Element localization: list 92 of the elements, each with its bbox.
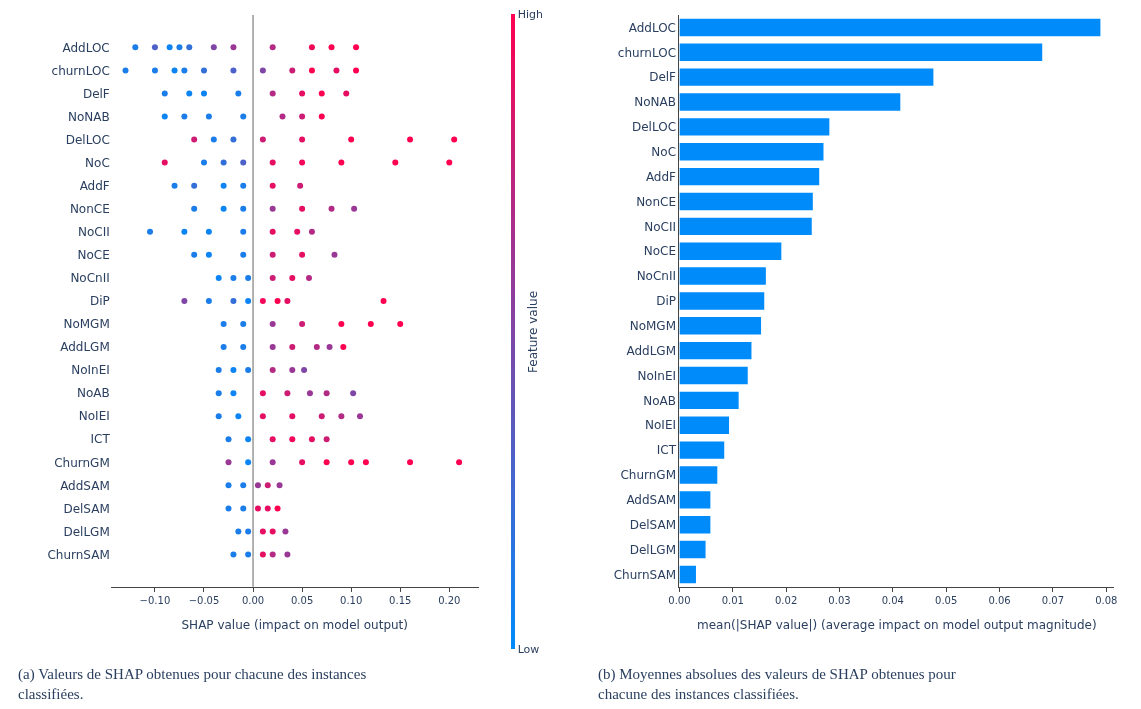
y-tick-label: AddLOC [62,40,110,55]
y-tick-label: ChurnSAM [613,567,677,582]
x-tick-label: 0.05 [935,594,958,606]
y-tick-label: NoCE [77,248,110,263]
x-tick-label: −0.05 [188,594,220,606]
y-tick-label: churnLOC [51,63,110,78]
y-tick-label: NonCE [69,201,110,216]
y-tick-label: AddLOC [628,20,677,35]
y-tick-label: NoCII [77,224,110,239]
y-tick-label: AddF [645,169,677,184]
x-axis-title: mean(|SHAP value|) (average impact on model output magnitude) [697,617,1097,632]
x-axis-title: SHAP value (impact on model output) [181,617,408,632]
y-tick-label: DelLGM [629,542,677,557]
text: (b) Moyennes absolues des valeurs de SHAP obtenues pour chacune des instances classifiées. [598,666,956,702]
bar [679,43,1043,61]
bar [679,416,730,434]
bar [679,317,762,335]
y-tick-label: ChurnSAM [47,547,110,562]
y-tick-label: AddLGM [60,340,110,355]
y-tick-label: AddSAM [626,493,677,508]
y-tick-label: DelSAM [629,517,677,532]
y-tick-label: NoCnII [636,269,677,284]
bar [679,565,696,584]
x-tick-label: 0.00 [668,594,691,606]
bar [679,192,813,211]
y-tick-label: ChurnGM [620,468,677,483]
x-tick-label: 0.15 [389,594,412,606]
y-tick-label: NoNAB [68,109,110,124]
y-tick-label: DelF [82,86,110,101]
color-bar-label: High [517,8,544,22]
x-tick-label: 0.02 [775,594,798,606]
x-tick-label: 0.08 [1095,594,1118,606]
bar [679,93,901,111]
x-tick-label: 0.07 [1041,594,1065,606]
x-tick-label: 0.20 [438,594,461,606]
y-tick-label: NoInEI [71,363,110,378]
y-tick-label: ICT [656,443,677,458]
y-tick-label: AddSAM [60,478,110,493]
bar [679,217,812,236]
y-tick-label: NoC [651,144,677,159]
y-tick-label: NoCE [643,244,677,259]
y-tick-label: DiP [656,294,677,309]
y-tick-label: DelLGM [63,524,110,539]
y-tick-label: churnLOC [617,45,677,60]
y-tick-label: NoMGM [629,319,677,333]
color-bar-title: Feature value [526,290,541,373]
x-tick-label: −0.10 [139,594,171,606]
bar [679,167,820,186]
y-tick-label: NoInEI [637,368,677,383]
y-tick-label: NoAB [643,393,677,408]
bar [679,341,752,360]
x-tick-label: 0.05 [290,594,314,606]
y-tick-label: NoIEI [78,409,110,424]
bar [679,366,748,385]
y-tick-label: DelSAM [63,501,110,516]
bar [679,441,725,459]
y-tick-label: NonCE [636,194,677,209]
y-tick-label: DelLOC [631,120,677,135]
bar [679,292,765,310]
bar [679,18,1101,37]
x-tick-label: 0.01 [721,594,744,606]
x-tick-label: 0.04 [881,594,904,606]
x-tick-label: 0.10 [340,594,363,606]
bar [679,242,782,260]
y-tick-label: AddF [79,178,110,193]
y-tick-label: NoC [85,155,110,170]
y-tick-label: DelF [649,70,677,85]
y-tick-label: NoCnII [70,271,110,286]
bar [679,540,706,559]
y-tick-label: NoCII [644,219,677,234]
x-tick-label: 0.03 [828,594,851,606]
y-tick-label: NoMGM [63,317,110,332]
text: (a) Valeurs de SHAP obtenues pour chacune des instances classifiées. [18,666,367,702]
y-tick-label: ChurnGM [54,455,110,470]
bar [679,391,739,410]
bar [679,68,934,86]
bar [679,466,718,484]
bar [679,491,711,509]
color-bar-label: Low [517,643,540,657]
y-tick-label: ICT [90,432,111,447]
y-tick-label: AddLGM [626,343,677,358]
x-tick-label: 0.06 [988,594,1011,606]
bar [679,118,830,136]
y-tick-label: NoNAB [634,95,677,110]
bar [679,267,766,285]
y-tick-label: NoIEI [645,418,677,433]
bar [679,143,824,161]
y-tick-label: DiP [89,294,110,309]
bar [679,516,711,534]
x-tick-label: 0.00 [241,594,265,606]
y-tick-label: NoAB [77,386,110,401]
y-tick-label: DelLOC [65,132,110,147]
